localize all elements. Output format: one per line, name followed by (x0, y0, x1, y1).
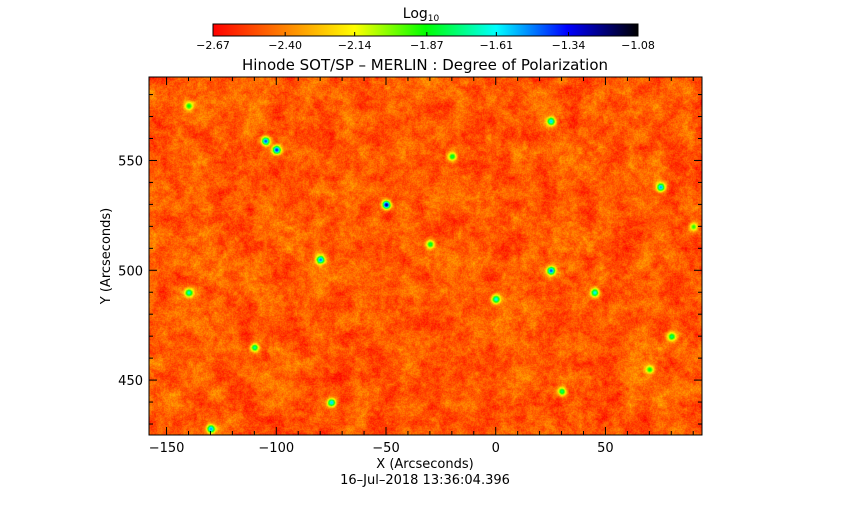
colorbar-tick-label: −1.61 (479, 39, 513, 52)
colorbar-label: Log10 (403, 6, 440, 24)
colorbar-tick-label: −2.67 (196, 39, 230, 52)
x-axis: −150 −100 −50 0 50 (149, 77, 694, 456)
colorbar-label-base: Log (403, 6, 428, 22)
y-tick-label: 450 (118, 374, 143, 389)
y-tick-label: 550 (118, 154, 143, 169)
x-tick-label: −100 (258, 441, 294, 456)
x-axis-label: X (Arcseconds) (376, 457, 473, 472)
colorbar-tick-label: −2.14 (338, 39, 372, 52)
colorbar-tick-label: −2.40 (268, 39, 302, 52)
timestamp: 16–Jul–2018 13:36:04.396 (340, 473, 510, 488)
colorbar-ticks: −2.67 −2.40 −2.14 −1.87 −1.61 −1.34 −1.08 (196, 32, 655, 52)
colorbar (212, 23, 639, 37)
x-tick-label: 0 (492, 441, 500, 456)
colorbar-tick-label: −1.08 (621, 39, 655, 52)
x-tick-label: −50 (372, 441, 399, 456)
y-axis-label: Y (Arcseconds) (99, 208, 114, 305)
x-tick-label: −150 (149, 441, 185, 456)
colorbar-tick-label: −1.34 (552, 39, 586, 52)
chart-title: Hinode SOT/SP – MERLIN : Degree of Polar… (242, 56, 608, 74)
colorbar-tick-label: −1.87 (410, 39, 444, 52)
y-axis: 450 500 550 (118, 94, 702, 425)
heatmap-image (149, 77, 702, 435)
plot-frame (148, 76, 703, 436)
plot-area (148, 76, 703, 436)
colorbar-label-sub: 10 (428, 14, 440, 24)
x-tick-label: 50 (597, 441, 614, 456)
y-tick-label: 500 (118, 264, 143, 279)
